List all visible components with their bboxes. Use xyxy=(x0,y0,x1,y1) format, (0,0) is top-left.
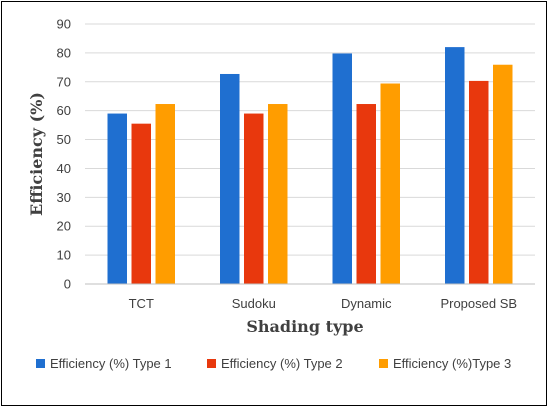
x-axis-tick-labels: TCT Sudoku Dynamic Proposed SB xyxy=(129,296,517,311)
bar xyxy=(469,80,489,285)
y-axis-title: Efficiency (%) xyxy=(27,92,46,216)
legend-swatch xyxy=(36,359,45,368)
x-tick-label: TCT xyxy=(129,296,154,311)
bar xyxy=(332,53,352,284)
legend-swatch xyxy=(379,359,388,368)
bar xyxy=(107,113,127,284)
y-tick-label: 0 xyxy=(64,277,71,292)
bar xyxy=(131,123,151,285)
y-tick-label: 30 xyxy=(57,190,71,205)
bar xyxy=(380,83,400,284)
bar xyxy=(155,104,175,285)
y-tick-label: 20 xyxy=(57,219,71,234)
legend-swatch xyxy=(207,359,216,368)
legend-label: Efficiency (%) Type 1 xyxy=(50,356,172,371)
bars xyxy=(107,47,513,285)
legend-label: Efficiency (%) Type 2 xyxy=(221,356,343,371)
y-tick-label: 90 xyxy=(57,17,71,32)
y-tick-label: 80 xyxy=(57,45,71,60)
y-tick-label: 10 xyxy=(57,248,71,263)
bar xyxy=(220,73,240,284)
y-axis-tick-labels: 0 10 20 30 40 50 60 70 80 90 xyxy=(57,17,71,292)
y-tick-label: 70 xyxy=(57,74,71,89)
bar xyxy=(356,104,376,285)
x-tick-label: Proposed SB xyxy=(440,296,517,311)
x-tick-label: Dynamic xyxy=(341,296,392,311)
legend: Efficiency (%) Type 1 Efficiency (%) Type… xyxy=(36,356,511,371)
bar xyxy=(268,104,288,285)
gridlines xyxy=(85,23,535,256)
y-tick-label: 50 xyxy=(57,132,71,147)
legend-label: Efficiency (%)Type 3 xyxy=(393,356,511,371)
bar xyxy=(445,47,465,284)
bar xyxy=(493,64,513,284)
y-tick-label: 60 xyxy=(57,103,71,118)
x-axis-title: Shading type xyxy=(246,317,363,336)
bar xyxy=(244,113,264,284)
x-tick-label: Sudoku xyxy=(232,296,276,311)
y-tick-label: 40 xyxy=(57,161,71,176)
